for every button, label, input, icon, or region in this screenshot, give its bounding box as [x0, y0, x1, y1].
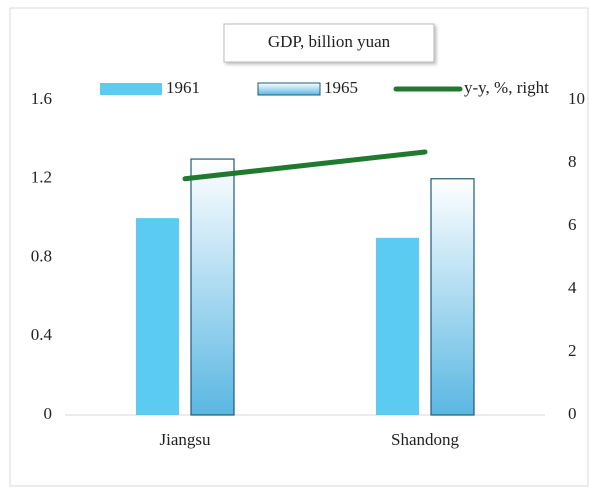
y2-tick-label: 4	[568, 278, 577, 297]
y2-tick-label: 8	[568, 152, 577, 171]
bar	[376, 237, 419, 415]
chart-title: GDP, billion yuan	[268, 32, 391, 51]
bar	[430, 178, 475, 416]
y2-tick-label: 6	[568, 215, 577, 234]
y-tick-label: 0.8	[31, 246, 52, 265]
frame	[9, 7, 589, 487]
y-tick-label: 1.2	[31, 168, 52, 187]
y-tick-label: 1.6	[31, 89, 52, 108]
legend-swatch	[100, 83, 162, 95]
x-tick-label: Jiangsu	[160, 430, 212, 449]
y-tick-label: 0.4	[31, 325, 53, 344]
legend-label: 1965	[324, 78, 358, 97]
legend-label: y-y, %, right	[464, 78, 549, 97]
bar	[136, 218, 179, 415]
y2-tick-label: 10	[568, 89, 585, 108]
title-box	[223, 23, 435, 63]
x-tick-label: Shandong	[391, 430, 460, 449]
line	[182, 149, 428, 182]
y-tick-label: 0	[44, 404, 53, 423]
y2-tick-label: 2	[568, 341, 577, 360]
legend-swatch	[257, 82, 321, 96]
y2-tick-label: 0	[568, 404, 577, 423]
bar	[190, 158, 235, 416]
legend-label: 1961	[166, 78, 200, 97]
